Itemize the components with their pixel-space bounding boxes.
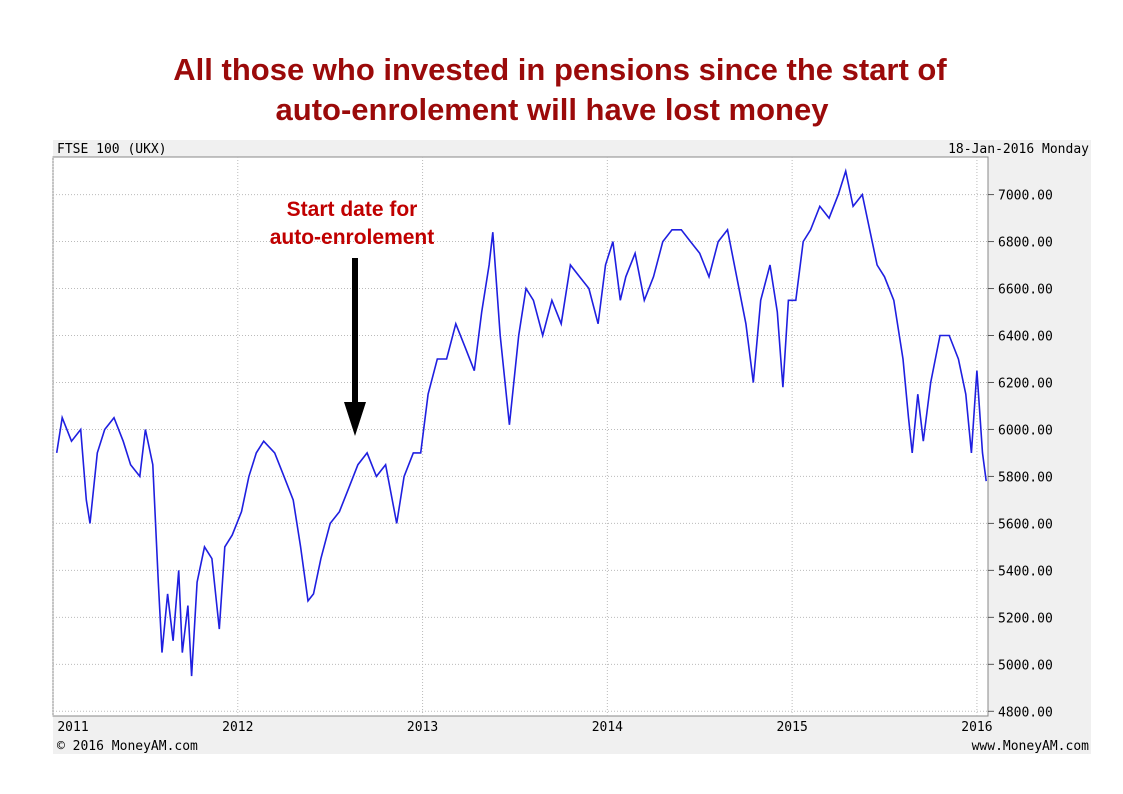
y-tick-label: 5400.00: [998, 564, 1053, 579]
price-line: [55, 167, 987, 677]
annotation: auto-enrolement: [270, 226, 435, 249]
y-tick-label: 5800.00: [998, 470, 1053, 485]
y-tick-label: 6800.00: [998, 236, 1053, 251]
x-tick-label: 2014: [592, 720, 623, 735]
y-tick-label: 6600.00: [998, 283, 1053, 298]
plot: [55, 167, 987, 677]
y-tick-label: 6200.00: [998, 376, 1053, 391]
chart-title: auto-enrolement will have lost money: [276, 92, 830, 127]
credit: © 2016 MoneyAM.com: [57, 739, 198, 754]
chart-label: FTSE 100 (UKX): [57, 142, 167, 157]
x-tick-label: 2015: [776, 720, 807, 735]
y-tick-label: 7000.00: [998, 189, 1053, 204]
y-tick-label: 6400.00: [998, 330, 1053, 345]
x-tick-label: 2011: [57, 720, 88, 735]
date-label: 18-Jan-2016 Monday: [948, 142, 1089, 157]
arrow-head: [344, 402, 366, 436]
x-tick-label: 2013: [407, 720, 438, 735]
source: www.MoneyAM.com: [972, 739, 1090, 754]
y-tick-label: 6000.00: [998, 423, 1053, 438]
y-tick-label: 5200.00: [998, 611, 1053, 626]
plot-area: [52, 156, 989, 717]
chart-title: All those who invested in pensions since…: [173, 52, 947, 87]
x-tick-label: 2016: [961, 720, 992, 735]
annotation: Start date for: [287, 198, 418, 221]
x-tick-label: 2012: [222, 720, 253, 735]
y-tick-label: 4800.00: [998, 705, 1053, 720]
y-tick-label: 5600.00: [998, 517, 1053, 532]
y-tick-label: 5000.00: [998, 658, 1053, 673]
